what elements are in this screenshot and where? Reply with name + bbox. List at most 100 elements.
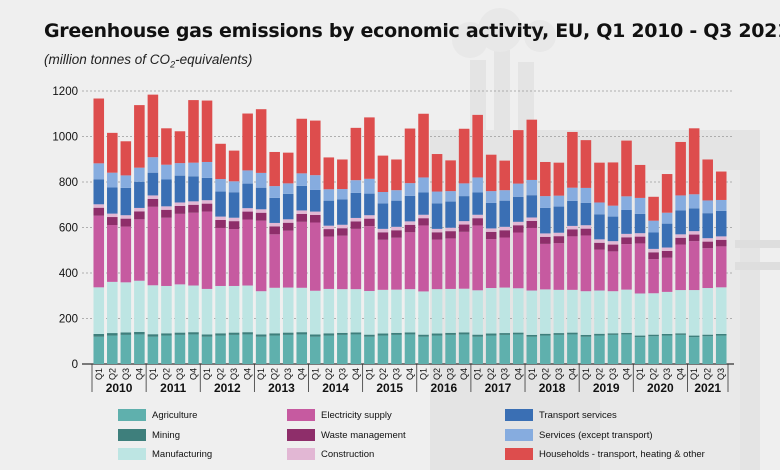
bar-segment-households-transport-heating-other xyxy=(418,113,429,178)
bar-segment-households-transport-heating-other xyxy=(472,114,483,178)
bar-segment-construction xyxy=(134,207,145,212)
bar-segment-electricity-supply xyxy=(621,244,632,290)
bar-segment-households-transport-heating-other xyxy=(296,118,308,174)
bar-segment-manufacturing xyxy=(161,285,172,334)
quarter-tick-label: Q3 xyxy=(337,368,347,380)
bar-segment-agriculture xyxy=(215,335,226,364)
bar-segment-manufacturing xyxy=(675,290,686,334)
bar-segment-mining xyxy=(418,334,429,337)
quarter-tick-label: Q3 xyxy=(229,368,239,380)
bar-segment-waste-management xyxy=(715,239,727,247)
bar-segment-electricity-supply xyxy=(350,228,362,290)
bar-segment-construction xyxy=(661,247,673,251)
bar-segment-agriculture xyxy=(201,336,213,364)
quarter-tick-label: Q1 xyxy=(527,368,537,380)
bar-segment-services-except-transport xyxy=(512,183,524,197)
bar-segment-manufacturing xyxy=(93,287,105,334)
bar-segment-services-except-transport xyxy=(580,187,592,203)
bar-segment-services-except-transport xyxy=(255,172,267,188)
bar-segment-households-transport-heating-other xyxy=(228,150,240,182)
quarter-tick-label: Q4 xyxy=(676,368,686,380)
bar-segment-construction xyxy=(512,221,524,226)
bar-segment-services-except-transport xyxy=(120,175,132,188)
quarter-tick-label: Q2 xyxy=(107,368,117,380)
quarter-tick-label: Q4 xyxy=(243,368,253,380)
bar-segment-households-transport-heating-other xyxy=(188,100,199,163)
bar-segment-agriculture xyxy=(255,336,267,364)
bar-segment-households-transport-heating-other xyxy=(431,154,443,192)
bar-segment-transport-services xyxy=(499,200,511,227)
bar-segment-mining xyxy=(661,333,673,336)
bar-segment-services-except-transport xyxy=(215,179,226,192)
bar-segment-electricity-supply xyxy=(309,222,321,291)
bar-segment-construction xyxy=(282,219,294,223)
bar-segment-agriculture xyxy=(323,335,335,364)
bar-segment-transport-services xyxy=(255,187,267,210)
bar-segment-manufacturing xyxy=(147,285,159,335)
bar-segment-households-transport-heating-other xyxy=(634,164,646,198)
quarter-tick-label: Q2 xyxy=(324,368,334,380)
quarter-tick-label: Q4 xyxy=(459,368,469,380)
bar-segment-construction xyxy=(715,236,727,240)
bar-segment-transport-services xyxy=(702,213,713,239)
quarter-tick-label: Q2 xyxy=(378,368,388,380)
bar-segment-agriculture xyxy=(688,337,700,364)
bar-segment-mining xyxy=(567,332,578,335)
bar-segment-services-except-transport xyxy=(715,199,727,211)
bar-segment-services-except-transport xyxy=(201,161,213,178)
bar-segment-electricity-supply xyxy=(215,227,226,286)
bar-segment-electricity-supply xyxy=(472,225,483,291)
quarter-tick-label: Q2 xyxy=(540,368,550,380)
bar-segment-transport-services xyxy=(485,202,497,229)
bar-segment-agriculture xyxy=(634,337,646,364)
bar-segment-agriculture xyxy=(296,334,308,364)
bar-segment-households-transport-heating-other xyxy=(269,151,280,187)
bar-segment-construction xyxy=(161,206,172,210)
quarter-tick-label: Q3 xyxy=(391,368,401,380)
bar-segment-waste-management xyxy=(472,218,483,226)
bar-segment-manufacturing xyxy=(134,280,145,332)
bar-segment-transport-services xyxy=(715,210,727,237)
quarter-tick-label: Q4 xyxy=(567,368,577,380)
chart-subtitle: (million tonnes of CO2-equivalents) xyxy=(44,52,253,70)
bar-segment-manufacturing xyxy=(540,289,551,334)
bar-segment-construction xyxy=(337,224,348,229)
bar-segment-construction xyxy=(675,234,686,238)
bar-segment-waste-management xyxy=(269,226,280,235)
bar-segment-services-except-transport xyxy=(472,177,483,193)
bar-segment-services-except-transport xyxy=(688,194,700,209)
bar-segment-electricity-supply xyxy=(404,232,416,290)
bar-segment-transport-services xyxy=(458,196,470,222)
bar-segment-manufacturing xyxy=(120,282,132,333)
bar-segment-construction xyxy=(404,221,416,225)
bar-segment-agriculture xyxy=(540,335,551,364)
bar-segment-services-except-transport xyxy=(188,162,199,177)
bar-segment-services-except-transport xyxy=(174,163,186,176)
bar-segment-transport-services xyxy=(228,192,240,218)
bar-segment-manufacturing xyxy=(364,290,375,335)
quarter-tick-label: Q1 xyxy=(419,368,429,380)
bar-segment-services-except-transport xyxy=(526,179,538,196)
bar-segment-households-transport-heating-other xyxy=(648,196,659,221)
bar-segment-manufacturing xyxy=(567,289,578,333)
bar-segment-agriculture xyxy=(607,334,619,364)
bar-segment-households-transport-heating-other xyxy=(458,128,470,184)
bar-segment-transport-services xyxy=(621,209,632,234)
bar-segment-transport-services xyxy=(540,207,551,234)
bar-segment-transport-services xyxy=(174,175,186,203)
bar-segment-construction xyxy=(147,195,159,199)
bar-segment-households-transport-heating-other xyxy=(350,127,362,181)
bar-segment-manufacturing xyxy=(377,289,389,334)
bar-segment-transport-services xyxy=(188,176,199,202)
bar-segment-transport-services xyxy=(634,213,646,234)
bar-segment-electricity-supply xyxy=(107,224,118,282)
bar-segment-transport-services xyxy=(323,200,335,226)
bar-segment-transport-services xyxy=(607,216,619,242)
bar-segment-transport-services xyxy=(567,200,578,226)
bar-segment-waste-management xyxy=(120,218,132,227)
bar-segment-mining xyxy=(269,333,280,336)
bar-segment-construction xyxy=(458,221,470,225)
bar-segment-households-transport-heating-other xyxy=(485,154,497,192)
bar-segment-manufacturing xyxy=(391,289,402,333)
bar-segment-construction xyxy=(364,215,375,219)
